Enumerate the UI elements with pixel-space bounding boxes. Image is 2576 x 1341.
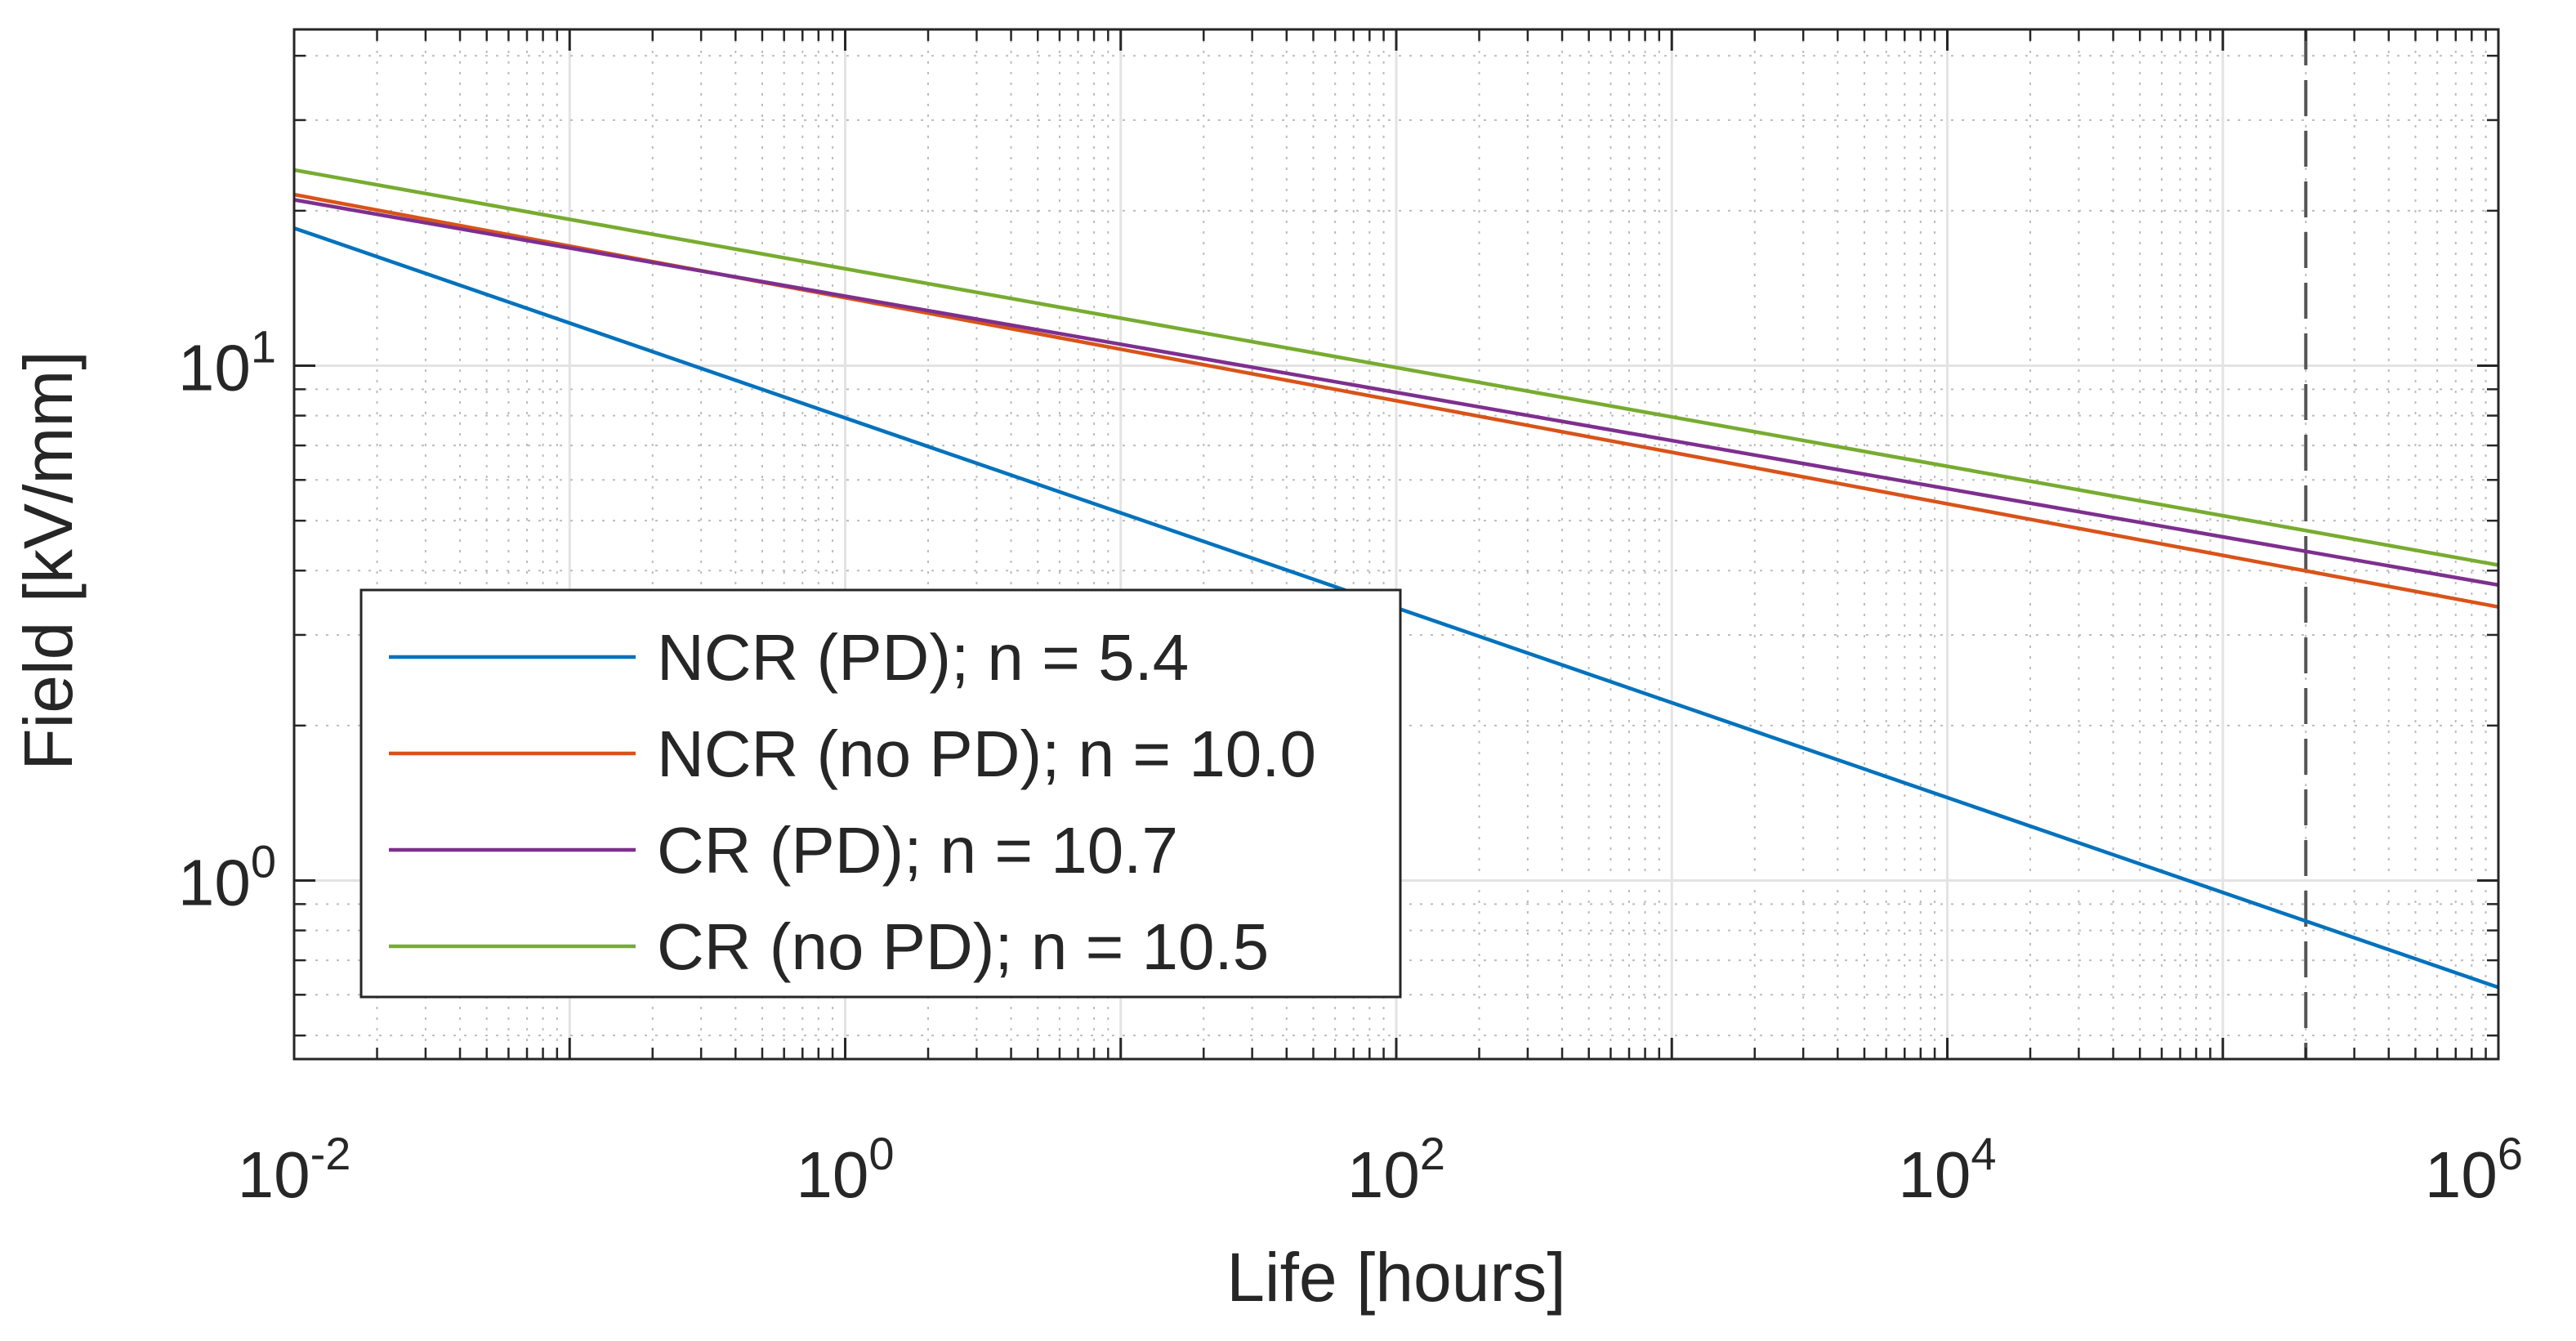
legend-entry-2: NCR (no PD); n = 10.0 <box>657 717 1316 790</box>
tick-label-exponent: -2 <box>310 1128 351 1179</box>
tick-label-base: 10 <box>238 1138 310 1211</box>
y-tick-label: 101 <box>178 321 276 405</box>
tick-label-base: 10 <box>1898 1138 1971 1211</box>
tick-label-exponent: 0 <box>251 836 276 887</box>
y-axis-label: Field [kV/mm] <box>10 351 87 770</box>
y-tick-label: 100 <box>178 836 276 919</box>
x-tick-label: 106 <box>2425 1128 2523 1211</box>
legend-entry-4: CR (no PD); n = 10.5 <box>657 910 1269 983</box>
series-line-3 <box>293 198 2499 588</box>
x-axis-label: Life [hours] <box>1226 1239 1566 1316</box>
tick-label-exponent: 4 <box>1971 1128 1996 1179</box>
tick-label-exponent: 0 <box>868 1128 894 1179</box>
tick-label-exponent: 1 <box>251 321 276 373</box>
x-tick-label: 100 <box>796 1128 894 1211</box>
legend-entry-3: CR (PD); n = 10.7 <box>657 814 1178 887</box>
series-line-4 <box>293 168 2499 567</box>
x-tick-label: 10-2 <box>238 1128 351 1211</box>
legend: NCR (PD); n = 5.4 NCR (no PD); n = 10.0 CR… <box>359 588 1402 999</box>
tick-label-base: 10 <box>796 1138 868 1211</box>
tick-label-base: 10 <box>2425 1138 2498 1211</box>
tick-label-base: 10 <box>178 332 251 405</box>
tick-label-exponent: 6 <box>2498 1128 2523 1179</box>
x-tick-label: 102 <box>1347 1128 1445 1211</box>
legend-entry-1: NCR (PD); n = 5.4 <box>657 621 1189 694</box>
tick-label-base: 10 <box>178 847 251 919</box>
x-tick-label: 104 <box>1898 1128 1996 1211</box>
axis-ticks <box>292 29 2500 1059</box>
tick-label-base: 10 <box>1347 1138 1420 1211</box>
tick-label-exponent: 2 <box>1420 1128 1445 1179</box>
